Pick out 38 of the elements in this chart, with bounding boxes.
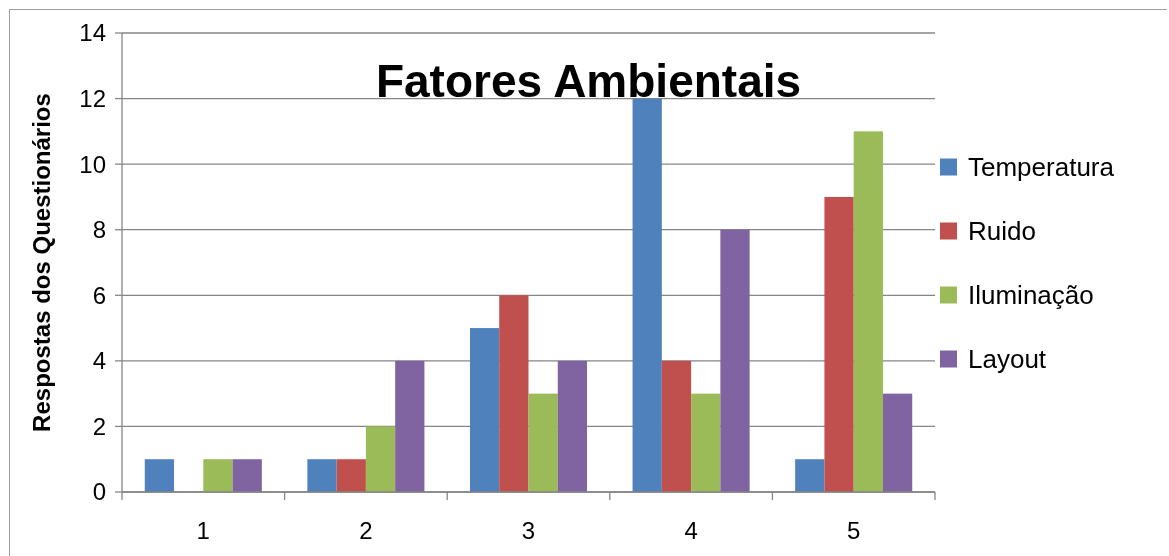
text: Fatores Ambientais [375,55,802,107]
bar [661,360,692,492]
y-tick-label: 14 [79,19,106,47]
y-tick-label: 10 [79,150,106,178]
bar [632,98,662,492]
bar [395,360,425,492]
bar [203,459,233,492]
bar [469,328,500,492]
bar [557,360,588,492]
bar [824,196,854,492]
bar [882,393,913,492]
y-tick-label: 8 [92,216,106,244]
x-tick-label: 5 [847,517,861,544]
bar [499,295,529,492]
x-tick-label: 3 [521,517,536,544]
bar [795,459,825,492]
bar [691,393,721,492]
bar [232,459,262,492]
y-tick-label: 2 [92,412,106,440]
x-tick-label: 1 [196,517,210,544]
legend-label: Temperatura [968,151,1115,182]
y-tick-label: 12 [79,84,106,112]
bar [336,459,366,492]
bar [144,459,175,492]
bar [307,459,337,492]
legend-label: Iluminação [968,279,1094,310]
legend-label: Layout [968,343,1047,374]
bar [853,131,883,492]
x-tick-label: 2 [359,517,373,544]
y-tick-label: 4 [92,347,106,375]
legend-label: Ruido [968,215,1036,246]
y-axis-title: Respostas dos Questionários [28,93,55,432]
y-tick-label: 0 [92,478,106,506]
bar [720,229,750,492]
bar [528,393,558,492]
bar [365,426,396,492]
y-tick-label: 6 [92,281,106,309]
x-tick-label: 4 [684,517,698,544]
